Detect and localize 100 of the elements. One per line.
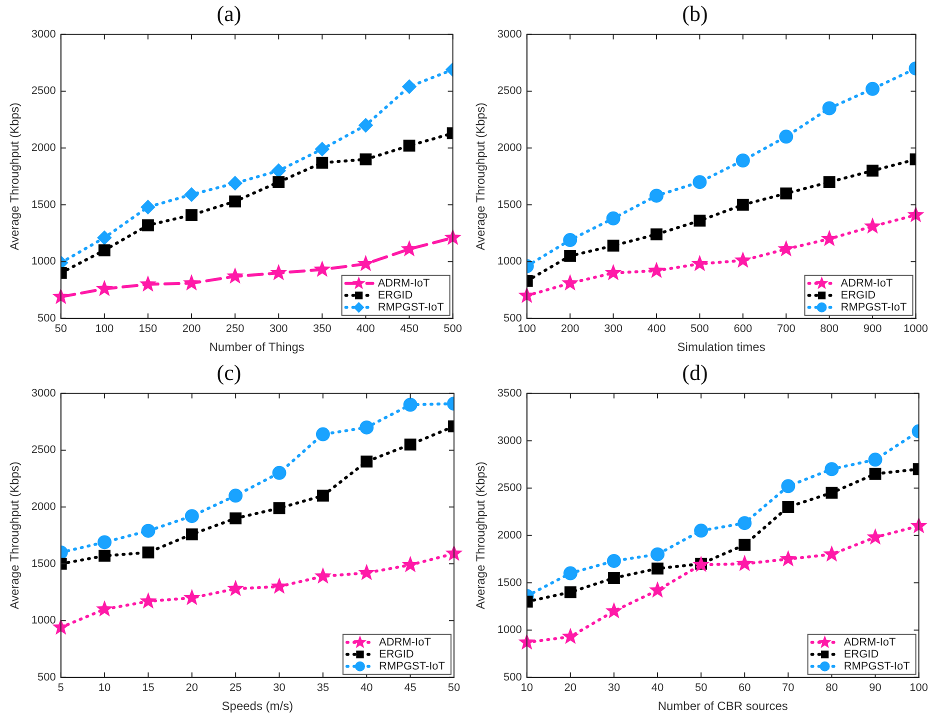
legend-label: ERGID (378, 289, 413, 302)
point (823, 545, 840, 562)
point (183, 588, 200, 606)
point (650, 188, 664, 203)
point (182, 274, 200, 290)
x-tick-label: 450 (400, 323, 418, 336)
point (648, 262, 666, 278)
x-tick-label: 300 (269, 323, 288, 336)
x-tick-label: 150 (138, 323, 158, 336)
y-tick-label: 3000 (31, 28, 56, 40)
x-tick-label: 400 (356, 323, 375, 336)
x-tick-label: 10 (98, 682, 111, 694)
point (736, 153, 750, 168)
legend-label: ERGID (378, 648, 414, 660)
y-tick-label: 1000 (31, 256, 56, 268)
x-tick-label: 30 (608, 682, 620, 694)
x-tick-label: 200 (560, 323, 580, 336)
y-tick-label: 2500 (497, 85, 522, 98)
point (648, 581, 666, 598)
point (780, 187, 792, 200)
point (864, 217, 882, 234)
x-tick-label: 40 (360, 682, 373, 694)
point (563, 566, 578, 580)
y-tick-label: 1000 (31, 614, 56, 627)
x-tick-label: 900 (863, 323, 882, 336)
x-tick-label: 100 (95, 323, 114, 336)
point (272, 176, 285, 188)
point (650, 547, 665, 562)
chart-title: (b) (682, 0, 708, 26)
point (273, 502, 286, 514)
y-tick-label: 1000 (497, 624, 522, 636)
point (404, 438, 416, 450)
x-tick-label: 250 (226, 323, 244, 336)
point (228, 176, 242, 190)
legend-label: ADRM-IoT (844, 636, 896, 648)
point (652, 562, 664, 574)
point (314, 567, 332, 584)
x-tick-label: 1000 (904, 323, 928, 336)
point (360, 456, 373, 468)
y-tick-label: 500 (38, 312, 56, 324)
point (360, 420, 374, 434)
point (564, 250, 576, 262)
point (315, 142, 330, 156)
y-axis-title: Average Throughput (Kbps) (8, 462, 22, 610)
chart-title: (a) (216, 0, 242, 26)
point (866, 528, 884, 545)
x-tick-label: 5 (58, 682, 64, 694)
chart-title: (d) (682, 360, 708, 385)
y-tick-label: 3000 (31, 387, 56, 400)
y-tick-label: 3500 (497, 387, 522, 400)
point (781, 479, 796, 494)
point (272, 466, 286, 480)
point (142, 219, 154, 232)
y-tick-label: 2000 (497, 142, 522, 154)
point (564, 586, 576, 598)
point (562, 274, 579, 290)
point (866, 164, 879, 177)
point (360, 153, 372, 166)
point (97, 230, 112, 245)
point (823, 176, 836, 188)
point (142, 546, 154, 558)
legend-label: RMPGST-IoT (378, 660, 446, 672)
point (186, 209, 198, 221)
point (186, 528, 198, 540)
point (98, 535, 112, 550)
point (184, 509, 199, 524)
y-tick-label: 2000 (31, 142, 56, 154)
x-axis-title: Simulation times (677, 340, 766, 354)
x-tick-label: 60 (738, 682, 751, 694)
y-tick-label: 1500 (31, 558, 56, 570)
y-tick-label: 2500 (31, 85, 56, 98)
point (228, 488, 243, 503)
y-tick-label: 2000 (31, 501, 56, 514)
point (357, 254, 374, 272)
point (230, 512, 242, 524)
y-tick-label: 500 (504, 312, 522, 324)
legend-label: ERGID (844, 648, 879, 660)
x-axis-title: Number of Things (209, 340, 304, 354)
x-tick-label: 50 (54, 323, 67, 336)
point (782, 501, 794, 513)
point (736, 554, 754, 572)
point (314, 260, 331, 277)
point (868, 452, 882, 467)
x-tick-label: 10 (520, 682, 533, 694)
point (694, 214, 706, 227)
x-tick-label: 800 (820, 323, 839, 336)
point (317, 490, 329, 502)
legend-label: RMPGST-IoT (844, 660, 910, 672)
point (403, 398, 418, 412)
point (316, 427, 330, 442)
x-tick-label: 300 (604, 323, 622, 336)
point (229, 195, 242, 208)
y-tick-label: 1500 (31, 198, 56, 211)
point (140, 200, 155, 214)
point (738, 516, 752, 530)
point (562, 628, 579, 644)
x-tick-label: 500 (444, 323, 462, 336)
point (358, 118, 373, 132)
point (866, 82, 880, 96)
legend-label: ERGID (840, 289, 876, 302)
